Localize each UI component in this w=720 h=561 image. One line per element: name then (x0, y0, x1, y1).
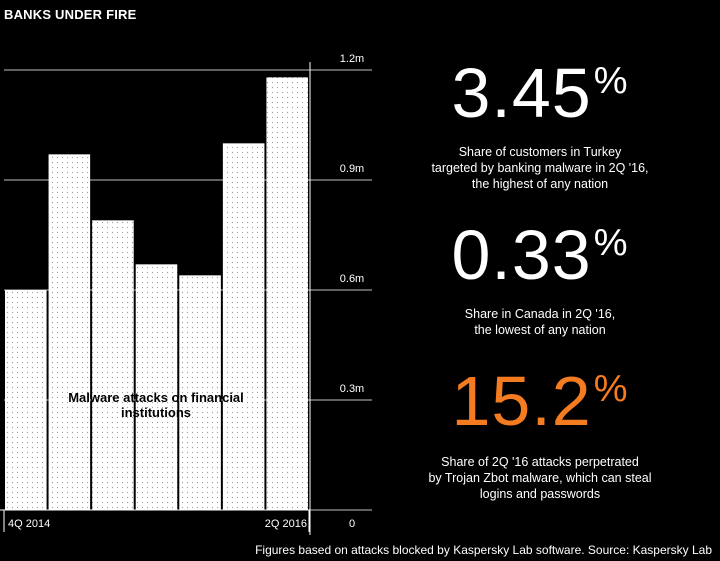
stat-zbot-desc: Share of 2Q '16 attacks perpetrated by T… (395, 454, 685, 502)
chart-title: BANKS UNDER FIRE (4, 7, 137, 22)
x-tick-label: 2Q 2016 (265, 518, 307, 530)
desc-line: Share of customers in Turkey (458, 145, 622, 159)
y-tick-label: 0.3m (340, 383, 364, 395)
stat-canada-desc: Share in Canada in 2Q '16, the lowest of… (395, 306, 685, 338)
stat-canada-unit: % (593, 222, 629, 264)
stat-canada-number: 0.33 (451, 216, 592, 294)
stat-turkey-desc: Share of customers in Turkey targeted by… (395, 144, 685, 192)
stat-canada-value: 0.33% (395, 220, 685, 290)
desc-line: the highest of any nation (471, 177, 609, 191)
y-tick-label: 0.6m (340, 273, 364, 285)
x-tick-label: 4Q 2014 (8, 518, 50, 530)
series-label: Malware attacks on financial institutions (68, 390, 244, 420)
stat-zbot-number: 15.2 (451, 362, 592, 440)
bars (5, 77, 308, 511)
desc-line: Share in Canada in 2Q '16, (464, 307, 616, 321)
bar-3q-2015 (135, 264, 178, 510)
bar-chart: 0 0.3m 0.6m 0.9m 1.2m 4Q 2014 2Q 2016 Malware… (0, 53, 372, 535)
stat-canada: 0.33% Share in Canada in 2Q '16, the low… (395, 220, 685, 338)
bar-1q-2016 (222, 143, 265, 511)
desc-line: targeted by banking malware in 2Q '16, (431, 161, 649, 175)
bar-2q-2015 (92, 220, 134, 511)
stat-turkey: 3.45% Share of customers in Turkey targe… (395, 58, 685, 192)
y-tick-label: 0 (349, 518, 355, 530)
desc-line: by Trojan Zbot malware, which can steal (428, 471, 652, 485)
stat-turkey-value: 3.45% (395, 58, 685, 128)
bar-4q-2014 (5, 290, 47, 510)
stat-zbot-value: 15.2% (395, 366, 685, 436)
stat-zbot-unit: % (593, 368, 629, 410)
desc-line: the lowest of any nation (474, 323, 606, 337)
y-tick-label: 0.9m (340, 163, 364, 175)
stat-zbot: 15.2% Share of 2Q '16 attacks perpetrate… (395, 366, 685, 502)
x-tick-labels: 4Q 2014 2Q 2016 (3, 510, 310, 532)
y-tick-label: 1.2m (340, 53, 364, 65)
source-footer: Figures based on attacks blocked by Kasp… (255, 543, 712, 557)
y-tick-labels: 0 0.3m 0.6m 0.9m 1.2m (340, 53, 364, 530)
bar-2q-2016 (266, 77, 308, 510)
bar-4q-2015 (179, 275, 221, 510)
desc-line: Share of 2Q '16 attacks perpetrated (441, 455, 639, 469)
bar-1q-2015 (48, 154, 91, 511)
desc-line: logins and passwords (479, 487, 601, 501)
stat-turkey-number: 3.45 (451, 54, 592, 132)
stat-turkey-unit: % (593, 60, 629, 102)
